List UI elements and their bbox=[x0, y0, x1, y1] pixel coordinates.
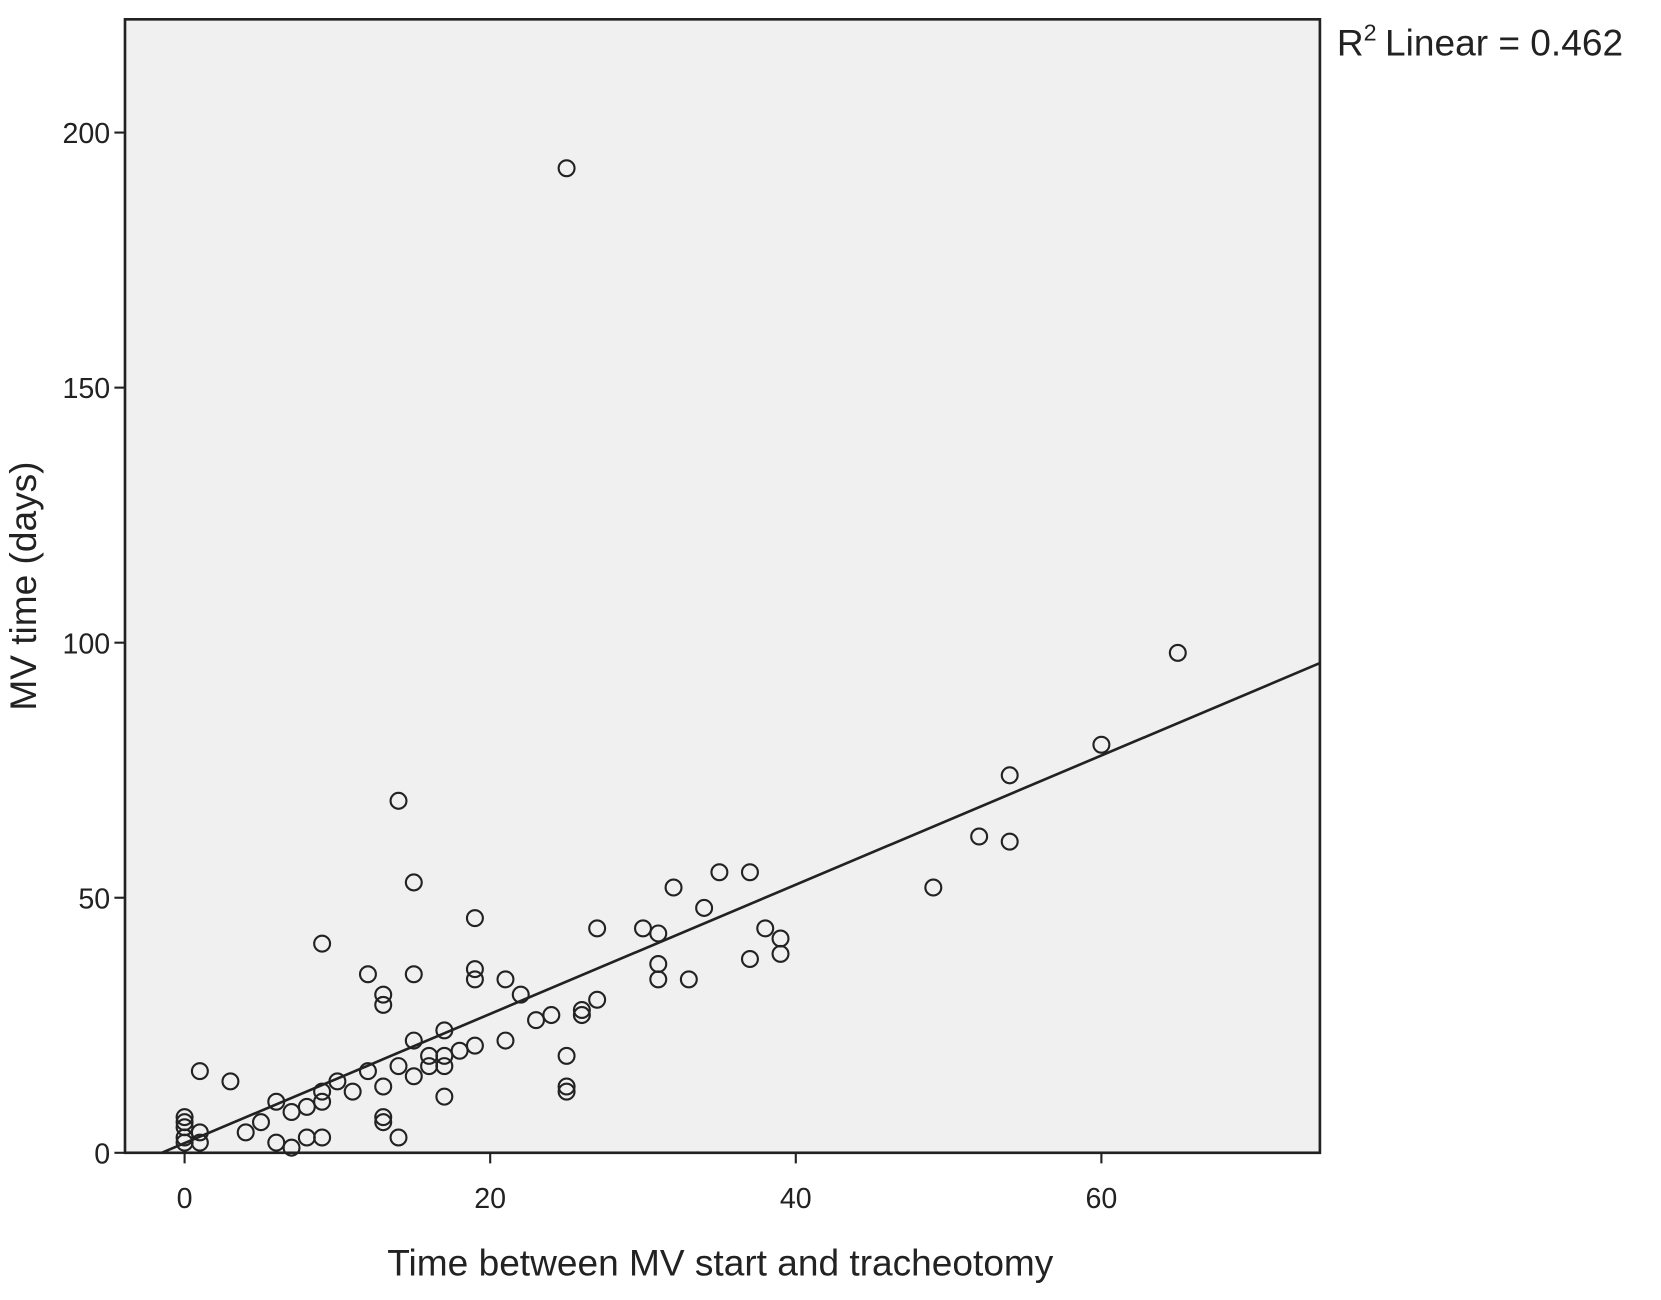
point bbox=[679, 970, 698, 989]
annotation-sup: 2 bbox=[1364, 20, 1377, 46]
point bbox=[374, 1077, 393, 1096]
point bbox=[557, 159, 576, 178]
annotation: R2 Linear = 0.462 bbox=[1337, 20, 1623, 64]
point bbox=[664, 878, 683, 897]
point bbox=[496, 1031, 515, 1050]
point bbox=[435, 1087, 454, 1106]
point bbox=[389, 1128, 408, 1147]
y-tick-label: 200 bbox=[62, 118, 110, 150]
point bbox=[435, 1046, 454, 1065]
point bbox=[970, 827, 989, 846]
point bbox=[190, 1133, 209, 1152]
y-axis-title: MV time (days) bbox=[2, 461, 44, 710]
y-tick-label: 50 bbox=[78, 883, 110, 915]
point bbox=[649, 970, 668, 989]
point bbox=[557, 1046, 576, 1065]
point bbox=[282, 1138, 301, 1157]
point bbox=[1000, 766, 1019, 785]
point bbox=[221, 1072, 240, 1091]
point bbox=[374, 985, 393, 1004]
point bbox=[496, 970, 515, 989]
point bbox=[465, 909, 484, 928]
point bbox=[404, 873, 423, 892]
point bbox=[358, 965, 377, 984]
point bbox=[1092, 735, 1111, 754]
point bbox=[465, 970, 484, 989]
point bbox=[389, 1057, 408, 1076]
x-axis-title: Time between MV start and tracheotomy bbox=[387, 1242, 1054, 1284]
point bbox=[175, 1108, 194, 1127]
point bbox=[404, 1031, 423, 1050]
point bbox=[924, 878, 943, 897]
point bbox=[1000, 832, 1019, 851]
point bbox=[389, 791, 408, 810]
y-tick-label: 150 bbox=[62, 373, 110, 405]
point bbox=[404, 965, 423, 984]
x-tick-label: 40 bbox=[780, 1183, 812, 1215]
x-tick-label: 60 bbox=[1085, 1183, 1117, 1215]
plot-area bbox=[123, 18, 1322, 1155]
point bbox=[771, 944, 790, 963]
point bbox=[557, 1077, 576, 1096]
point bbox=[343, 1082, 362, 1101]
point bbox=[695, 898, 714, 917]
point bbox=[190, 1062, 209, 1081]
point bbox=[236, 1123, 255, 1142]
point bbox=[465, 960, 484, 979]
point bbox=[511, 985, 530, 1004]
point bbox=[358, 1062, 377, 1081]
point bbox=[435, 1057, 454, 1076]
point bbox=[756, 919, 775, 938]
point bbox=[588, 990, 607, 1009]
point bbox=[374, 995, 393, 1014]
x-tick-label: 0 bbox=[177, 1183, 193, 1215]
point bbox=[572, 1006, 591, 1025]
point bbox=[710, 863, 729, 882]
y-tick-label: 100 bbox=[62, 628, 110, 660]
point bbox=[527, 1011, 546, 1030]
point bbox=[374, 1113, 393, 1132]
x-tick-label: 20 bbox=[474, 1183, 506, 1215]
point bbox=[740, 949, 759, 968]
point bbox=[572, 1000, 591, 1019]
point bbox=[588, 919, 607, 938]
annotation-base: R bbox=[1337, 21, 1364, 63]
annotation-text: Linear = 0.462 bbox=[1385, 21, 1623, 63]
point bbox=[282, 1102, 301, 1121]
point bbox=[740, 863, 759, 882]
point bbox=[374, 1108, 393, 1127]
point bbox=[251, 1113, 270, 1132]
point bbox=[313, 1128, 332, 1147]
point bbox=[313, 934, 332, 953]
y-tick-label: 0 bbox=[94, 1138, 110, 1170]
point bbox=[1168, 643, 1187, 662]
fit-line bbox=[161, 661, 1321, 1155]
point bbox=[404, 1067, 423, 1086]
point bbox=[557, 1082, 576, 1101]
